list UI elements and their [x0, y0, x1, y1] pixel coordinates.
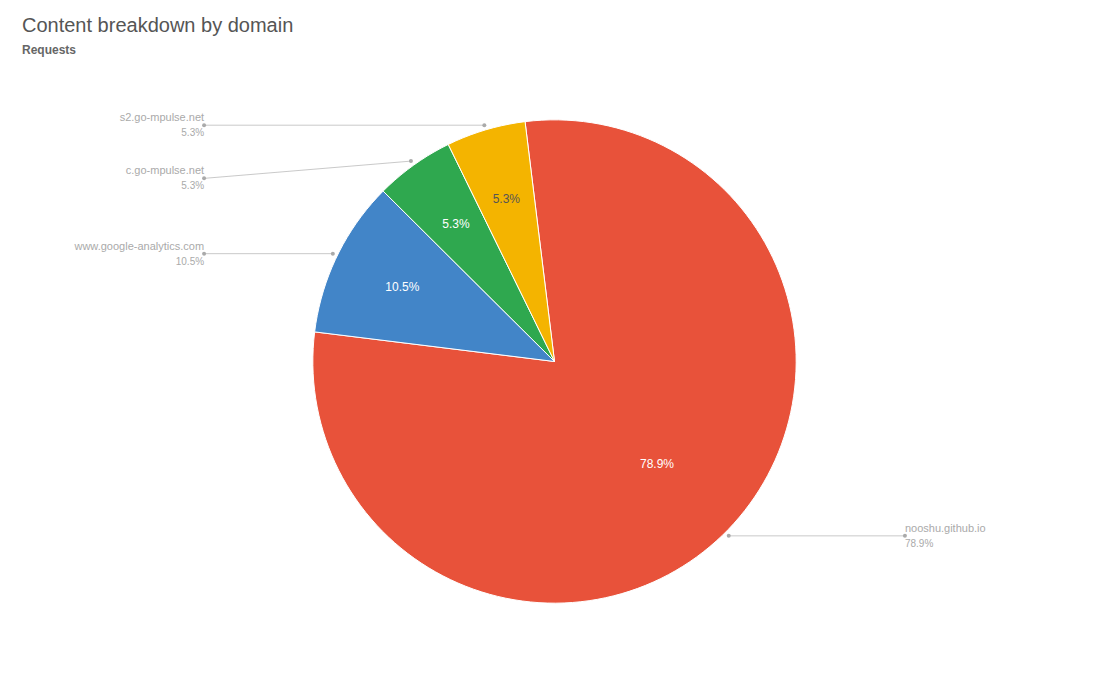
svg-text:5.3%: 5.3% [181, 127, 204, 138]
svg-text:78.9%: 78.9% [640, 457, 674, 471]
svg-text:c.go-mpulse.net: c.go-mpulse.net [126, 164, 204, 176]
svg-text:www.google-analytics.com: www.google-analytics.com [73, 240, 204, 252]
svg-text:10.5%: 10.5% [385, 280, 419, 294]
svg-text:5.3%: 5.3% [442, 217, 470, 231]
html-text:Requests: Requests [22, 43, 76, 57]
svg-text:s2.go-mpulse.net: s2.go-mpulse.net [120, 111, 204, 123]
svg-text:5.3%: 5.3% [493, 192, 521, 206]
html-text:Content breakdown by domain: Content breakdown by domain [22, 14, 294, 36]
svg-text:5.3%: 5.3% [181, 180, 204, 191]
svg-text:10.5%: 10.5% [176, 256, 204, 267]
svg-text:78.9%: 78.9% [905, 538, 933, 549]
svg-text:nooshu.github.io: nooshu.github.io [905, 522, 986, 534]
